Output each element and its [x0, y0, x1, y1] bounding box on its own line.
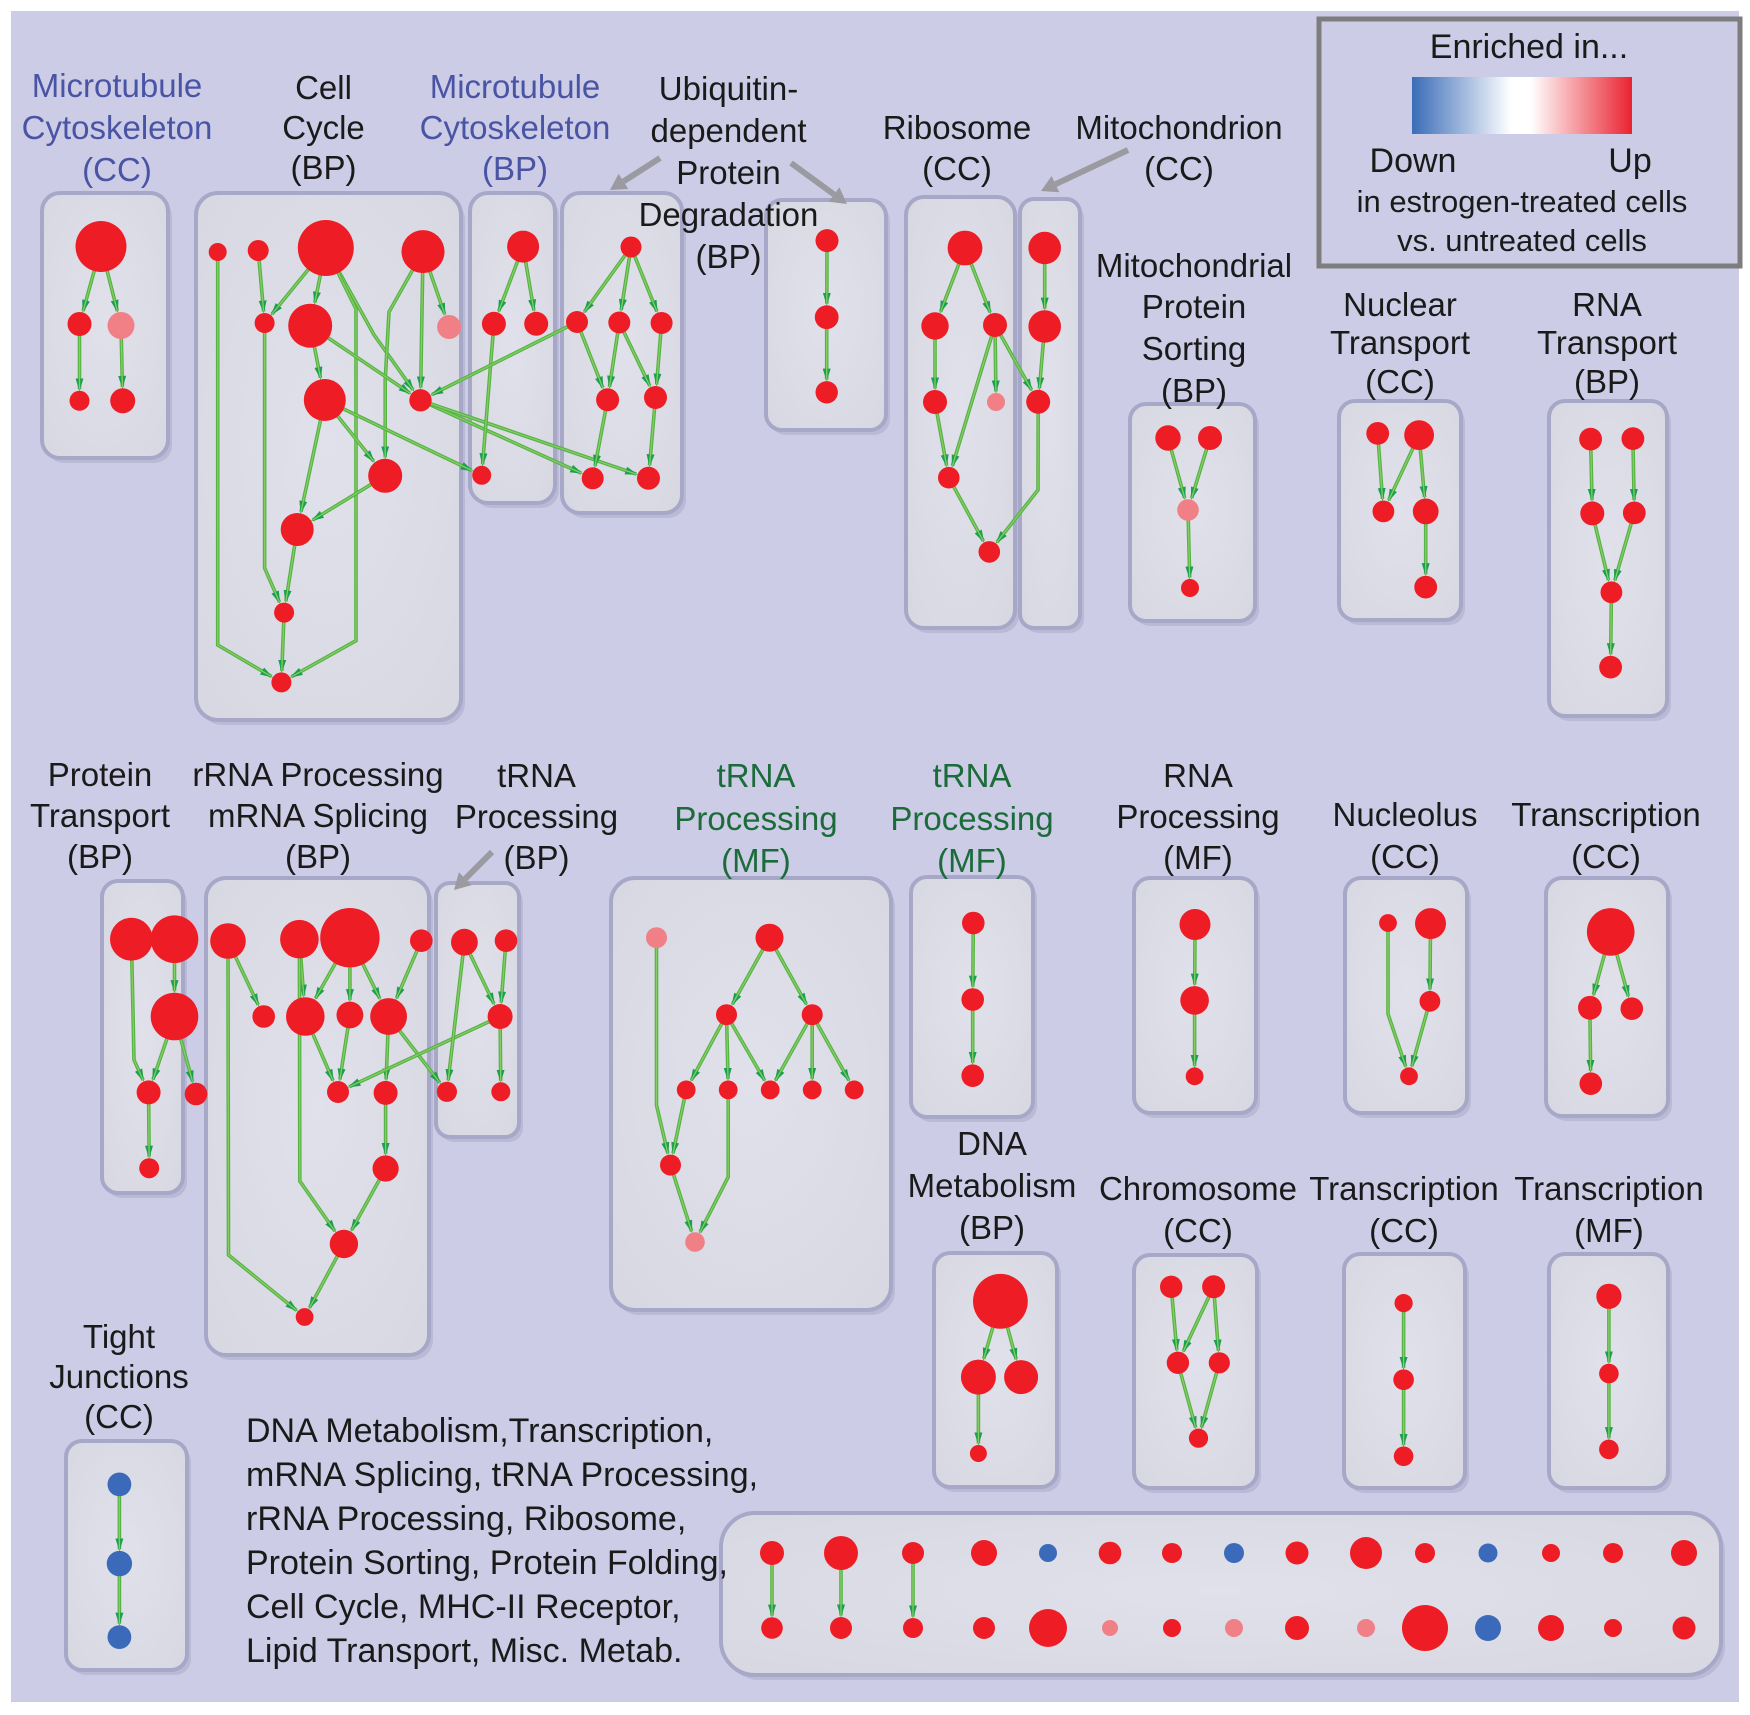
svg-text:(CC): (CC)	[1144, 150, 1214, 187]
svg-text:tRNA: tRNA	[717, 757, 796, 794]
svg-text:(CC): (CC)	[1163, 1212, 1233, 1249]
svg-text:(MF): (MF)	[721, 842, 791, 879]
svg-text:Down: Down	[1370, 142, 1457, 180]
svg-text:rRNA Processing: rRNA Processing	[192, 756, 443, 793]
svg-text:Enriched in...: Enriched in...	[1430, 28, 1628, 66]
svg-text:Cytoskeleton: Cytoskeleton	[22, 109, 213, 146]
svg-text:Processing: Processing	[890, 800, 1053, 837]
svg-text:(BP): (BP)	[67, 838, 133, 875]
svg-text:DNA Metabolism,Transcription,: DNA Metabolism,Transcription,	[246, 1412, 713, 1450]
svg-text:tRNA: tRNA	[933, 757, 1012, 794]
svg-text:(CC): (CC)	[1369, 1212, 1439, 1249]
svg-text:(CC): (CC)	[82, 151, 152, 188]
svg-text:Transport: Transport	[30, 797, 170, 834]
svg-text:Protein: Protein	[676, 154, 781, 191]
svg-text:Cell Cycle, MHC-II Receptor,: Cell Cycle, MHC-II Receptor,	[246, 1588, 681, 1626]
svg-text:Lipid Transport, Misc. Metab.: Lipid Transport, Misc. Metab.	[246, 1632, 683, 1670]
svg-text:Junctions: Junctions	[49, 1358, 188, 1395]
svg-text:Cycle: Cycle	[282, 109, 365, 146]
svg-text:Transcription: Transcription	[1511, 796, 1701, 833]
svg-text:Microtubule: Microtubule	[430, 68, 601, 105]
svg-text:Transport: Transport	[1537, 324, 1677, 361]
svg-text:Protein Sorting, Protein Foldi: Protein Sorting, Protein Folding,	[246, 1544, 728, 1582]
svg-text:Microtubule: Microtubule	[32, 67, 203, 104]
svg-text:Chromosome: Chromosome	[1099, 1170, 1297, 1207]
svg-text:Nuclear: Nuclear	[1343, 286, 1457, 323]
svg-text:Transcription: Transcription	[1309, 1170, 1499, 1207]
svg-text:mRNA Splicing: mRNA Splicing	[208, 797, 428, 834]
svg-text:Transcription: Transcription	[1514, 1170, 1704, 1207]
svg-text:Processing: Processing	[455, 798, 618, 835]
svg-text:(BP): (BP)	[482, 150, 548, 187]
svg-text:Processing: Processing	[674, 800, 837, 837]
svg-text:Protein: Protein	[48, 756, 153, 793]
svg-text:mRNA Splicing, tRNA Processing: mRNA Splicing, tRNA Processing,	[246, 1456, 758, 1494]
svg-text:tRNA: tRNA	[497, 757, 576, 794]
svg-text:Ubiquitin-: Ubiquitin-	[659, 70, 798, 107]
svg-text:Processing: Processing	[1116, 798, 1279, 835]
svg-text:(BP): (BP)	[291, 149, 357, 186]
svg-text:Degradation: Degradation	[639, 196, 819, 233]
svg-text:Mitochondrial: Mitochondrial	[1096, 247, 1292, 284]
svg-text:(CC): (CC)	[922, 150, 992, 187]
svg-text:(BP): (BP)	[1161, 372, 1227, 409]
svg-text:Ribosome: Ribosome	[883, 109, 1032, 146]
svg-text:Protein: Protein	[1142, 288, 1247, 325]
svg-text:Cell: Cell	[295, 69, 352, 106]
svg-text:RNA: RNA	[1163, 757, 1233, 794]
svg-text:(CC): (CC)	[1571, 838, 1641, 875]
svg-text:(CC): (CC)	[84, 1398, 154, 1435]
svg-text:(CC): (CC)	[1365, 363, 1435, 400]
svg-text:Metabolism: Metabolism	[908, 1167, 1077, 1204]
svg-text:dependent: dependent	[651, 112, 807, 149]
svg-text:Sorting: Sorting	[1142, 330, 1247, 367]
svg-text:RNA: RNA	[1572, 286, 1642, 323]
svg-text:Mitochondrion: Mitochondrion	[1075, 109, 1282, 146]
svg-text:(MF): (MF)	[937, 842, 1007, 879]
svg-text:Tight: Tight	[83, 1318, 155, 1355]
svg-text:(BP): (BP)	[959, 1209, 1025, 1246]
svg-text:(BP): (BP)	[285, 838, 351, 875]
svg-text:(CC): (CC)	[1370, 838, 1440, 875]
svg-text:(BP): (BP)	[1574, 363, 1640, 400]
svg-text:DNA: DNA	[957, 1125, 1027, 1162]
svg-text:in estrogen-treated cells: in estrogen-treated cells	[1357, 184, 1688, 219]
svg-text:rRNA Processing, Ribosome,: rRNA Processing, Ribosome,	[246, 1500, 686, 1538]
svg-text:Nucleolus: Nucleolus	[1333, 796, 1478, 833]
svg-text:(MF): (MF)	[1574, 1212, 1644, 1249]
svg-text:Cytoskeleton: Cytoskeleton	[420, 109, 611, 146]
svg-text:(BP): (BP)	[696, 238, 762, 275]
svg-text:Up: Up	[1608, 142, 1651, 180]
svg-text:Transport: Transport	[1330, 324, 1470, 361]
svg-text:(BP): (BP)	[504, 839, 570, 876]
svg-text:vs. untreated cells: vs. untreated cells	[1397, 223, 1647, 258]
svg-text:(MF): (MF)	[1163, 839, 1233, 876]
